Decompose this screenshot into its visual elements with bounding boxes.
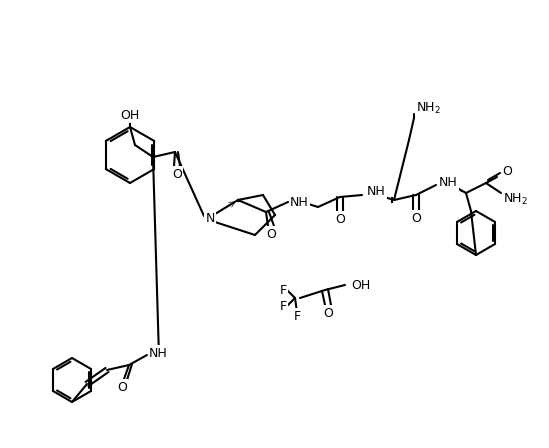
Text: F: F [279,284,287,297]
Text: NH$_2$: NH$_2$ [416,100,441,116]
Text: O: O [411,211,421,224]
Text: O: O [335,212,345,225]
Text: NH: NH [290,195,309,208]
Text: O: O [323,306,333,319]
Text: F: F [279,300,287,313]
Text: F: F [293,310,300,323]
Text: O: O [266,228,276,241]
Text: O: O [117,380,127,393]
Text: NH: NH [367,185,386,198]
Text: NH$_2$: NH$_2$ [503,191,528,207]
Text: O: O [172,168,182,181]
Text: OH: OH [351,279,370,292]
Text: NH: NH [439,176,458,189]
Text: OH: OH [120,108,139,121]
Text: NH: NH [149,346,168,359]
Text: O: O [502,164,512,177]
Text: N: N [205,211,215,224]
